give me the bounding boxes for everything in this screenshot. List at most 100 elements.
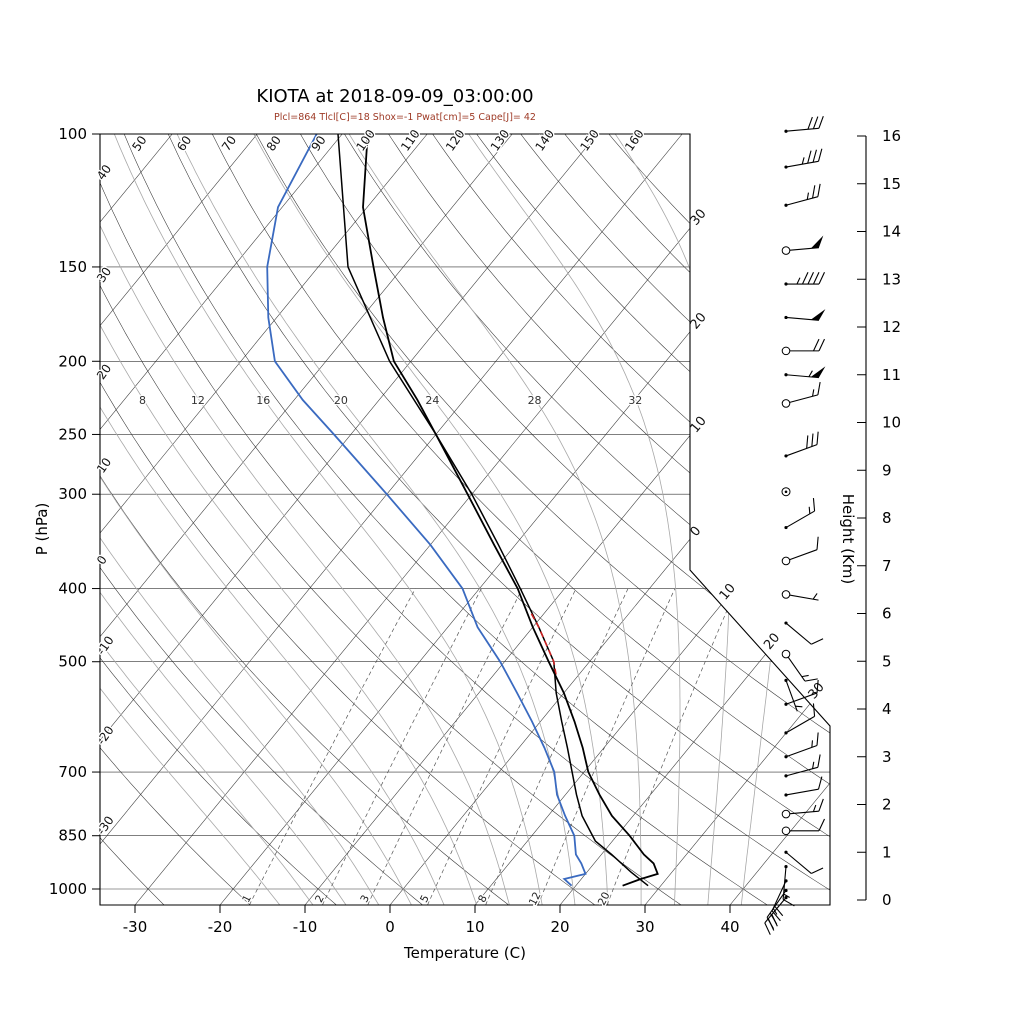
pressure-axis-label: P (hPa) (33, 502, 51, 556)
barb-full (817, 754, 821, 768)
station-circle-icon (781, 649, 791, 659)
height-tick-label: 6 (882, 605, 892, 623)
barb-full (812, 185, 816, 199)
dry-adiabat-label: -20 (94, 723, 117, 747)
station-circle-icon (781, 826, 791, 836)
height-tick-label: 7 (882, 557, 892, 575)
temperature-tick-label: -10 (293, 918, 318, 936)
dry-adiabat-line (100, 134, 251, 905)
dry-adiabat-line (100, 134, 596, 905)
dry-adiabat-lines (100, 134, 830, 905)
moist-adiabat-line (100, 134, 510, 905)
station-circle-icon (781, 556, 791, 566)
dry-adiabat-label: 110 (398, 127, 423, 154)
barb-full (816, 536, 819, 550)
barb-shaft (785, 374, 819, 379)
barb-full (818, 272, 825, 285)
barb-full (816, 732, 819, 746)
station-dot-icon (784, 315, 788, 320)
temperature-tick-label: 10 (465, 918, 484, 936)
barb-full (818, 115, 824, 129)
cape-segment (529, 611, 557, 675)
station-dot-icon (784, 755, 788, 759)
dry-adiabat-line (100, 134, 768, 905)
station-dot-icon (784, 864, 788, 869)
barb-full (817, 148, 823, 162)
chart-subtitle: Plcl=864 Tlcl[C]=18 Shox=-1 Pwat[cm]=5 C… (274, 112, 536, 123)
barb-half (808, 370, 813, 378)
mixing-ratio-line (249, 588, 416, 905)
pressure-tick-label: 500 (58, 653, 87, 671)
barb-full (818, 818, 825, 831)
height-axis-label: Height (Km) (839, 493, 857, 585)
mixing-ratio-line (427, 588, 577, 905)
station-circle-icon (781, 809, 791, 819)
barb-full (782, 898, 795, 907)
height-tick-label: 10 (882, 414, 901, 432)
station-dot-icon (784, 203, 788, 207)
page-title: KIOTA at 2018-09-09_03:00:00 (256, 86, 534, 107)
dry-adiabat-label: 0 (94, 553, 110, 567)
pressure-tick-label: 700 (58, 763, 87, 781)
barb-full (812, 703, 816, 717)
height-tick-label: 3 (882, 748, 892, 766)
dry-adiabat-label: 60 (174, 133, 194, 154)
dry-adiabat-label: 80 (264, 133, 284, 154)
barb-full (816, 431, 819, 445)
height-tick-label: 12 (882, 318, 901, 336)
mixing-ratio-lines (249, 588, 737, 905)
barb-shaft (785, 810, 819, 815)
pressure-tick-label: 100 (58, 125, 87, 143)
moist-adiabat-line (100, 134, 380, 905)
barb-full (811, 433, 814, 447)
height-tick-label: 16 (882, 127, 901, 145)
moist-adiabat-label: 20 (334, 394, 348, 407)
wind-barb (784, 776, 823, 797)
station-dot-icon (784, 282, 788, 286)
isotherm-line (100, 134, 173, 905)
barb-half (796, 277, 801, 285)
isotherm-line (100, 134, 343, 905)
wind-barb (781, 536, 819, 566)
moist-adiabat-line (100, 134, 412, 905)
station-dot-icon (784, 896, 788, 900)
wind-barb (784, 272, 825, 286)
dry-adiabat-line (256, 134, 830, 905)
moist-adiabat-line (100, 134, 478, 905)
mixing-ratio-line (367, 588, 523, 905)
barb-shaft (785, 851, 812, 874)
pressure-tick-label: 1000 (49, 880, 87, 898)
wind-barb (781, 649, 818, 682)
barb-half (812, 593, 818, 600)
station-dot-icon (784, 879, 788, 883)
mixing-ratio-label: 3 (358, 893, 372, 904)
barb-pennant (810, 235, 824, 249)
barb-shaft (785, 247, 819, 252)
moist-adiabat-line (100, 134, 445, 905)
isobar-gridlines (100, 266, 830, 890)
height-tick-label: 5 (882, 652, 892, 670)
barb-full (807, 150, 812, 164)
dry-adiabat-label: -30 (94, 813, 117, 837)
sounding-layer (266, 134, 659, 887)
moist-adiabat-line (113, 134, 543, 905)
moist-adiabat-line (614, 134, 731, 905)
wind-barb (784, 431, 819, 458)
dry-adiabat-label: 50 (129, 133, 149, 154)
barb-full (771, 914, 778, 927)
wind-barb (784, 678, 803, 712)
moist-adiabat-label: 24 (425, 394, 439, 407)
height-tick-label: 0 (882, 891, 892, 909)
barb-full (807, 116, 813, 130)
dry-adiabat-line (432, 134, 830, 905)
isotherm-line (100, 134, 428, 905)
calm-dot-icon (784, 490, 788, 494)
dry-adiabat-line (100, 134, 682, 905)
wind-barb (764, 896, 788, 935)
mixing-ratio-line (322, 588, 482, 905)
station-dot-icon (784, 702, 788, 706)
dry-adiabat-line (388, 134, 830, 905)
wind-barb-column (764, 115, 826, 935)
dry-adiabat-label: 90 (309, 133, 329, 154)
